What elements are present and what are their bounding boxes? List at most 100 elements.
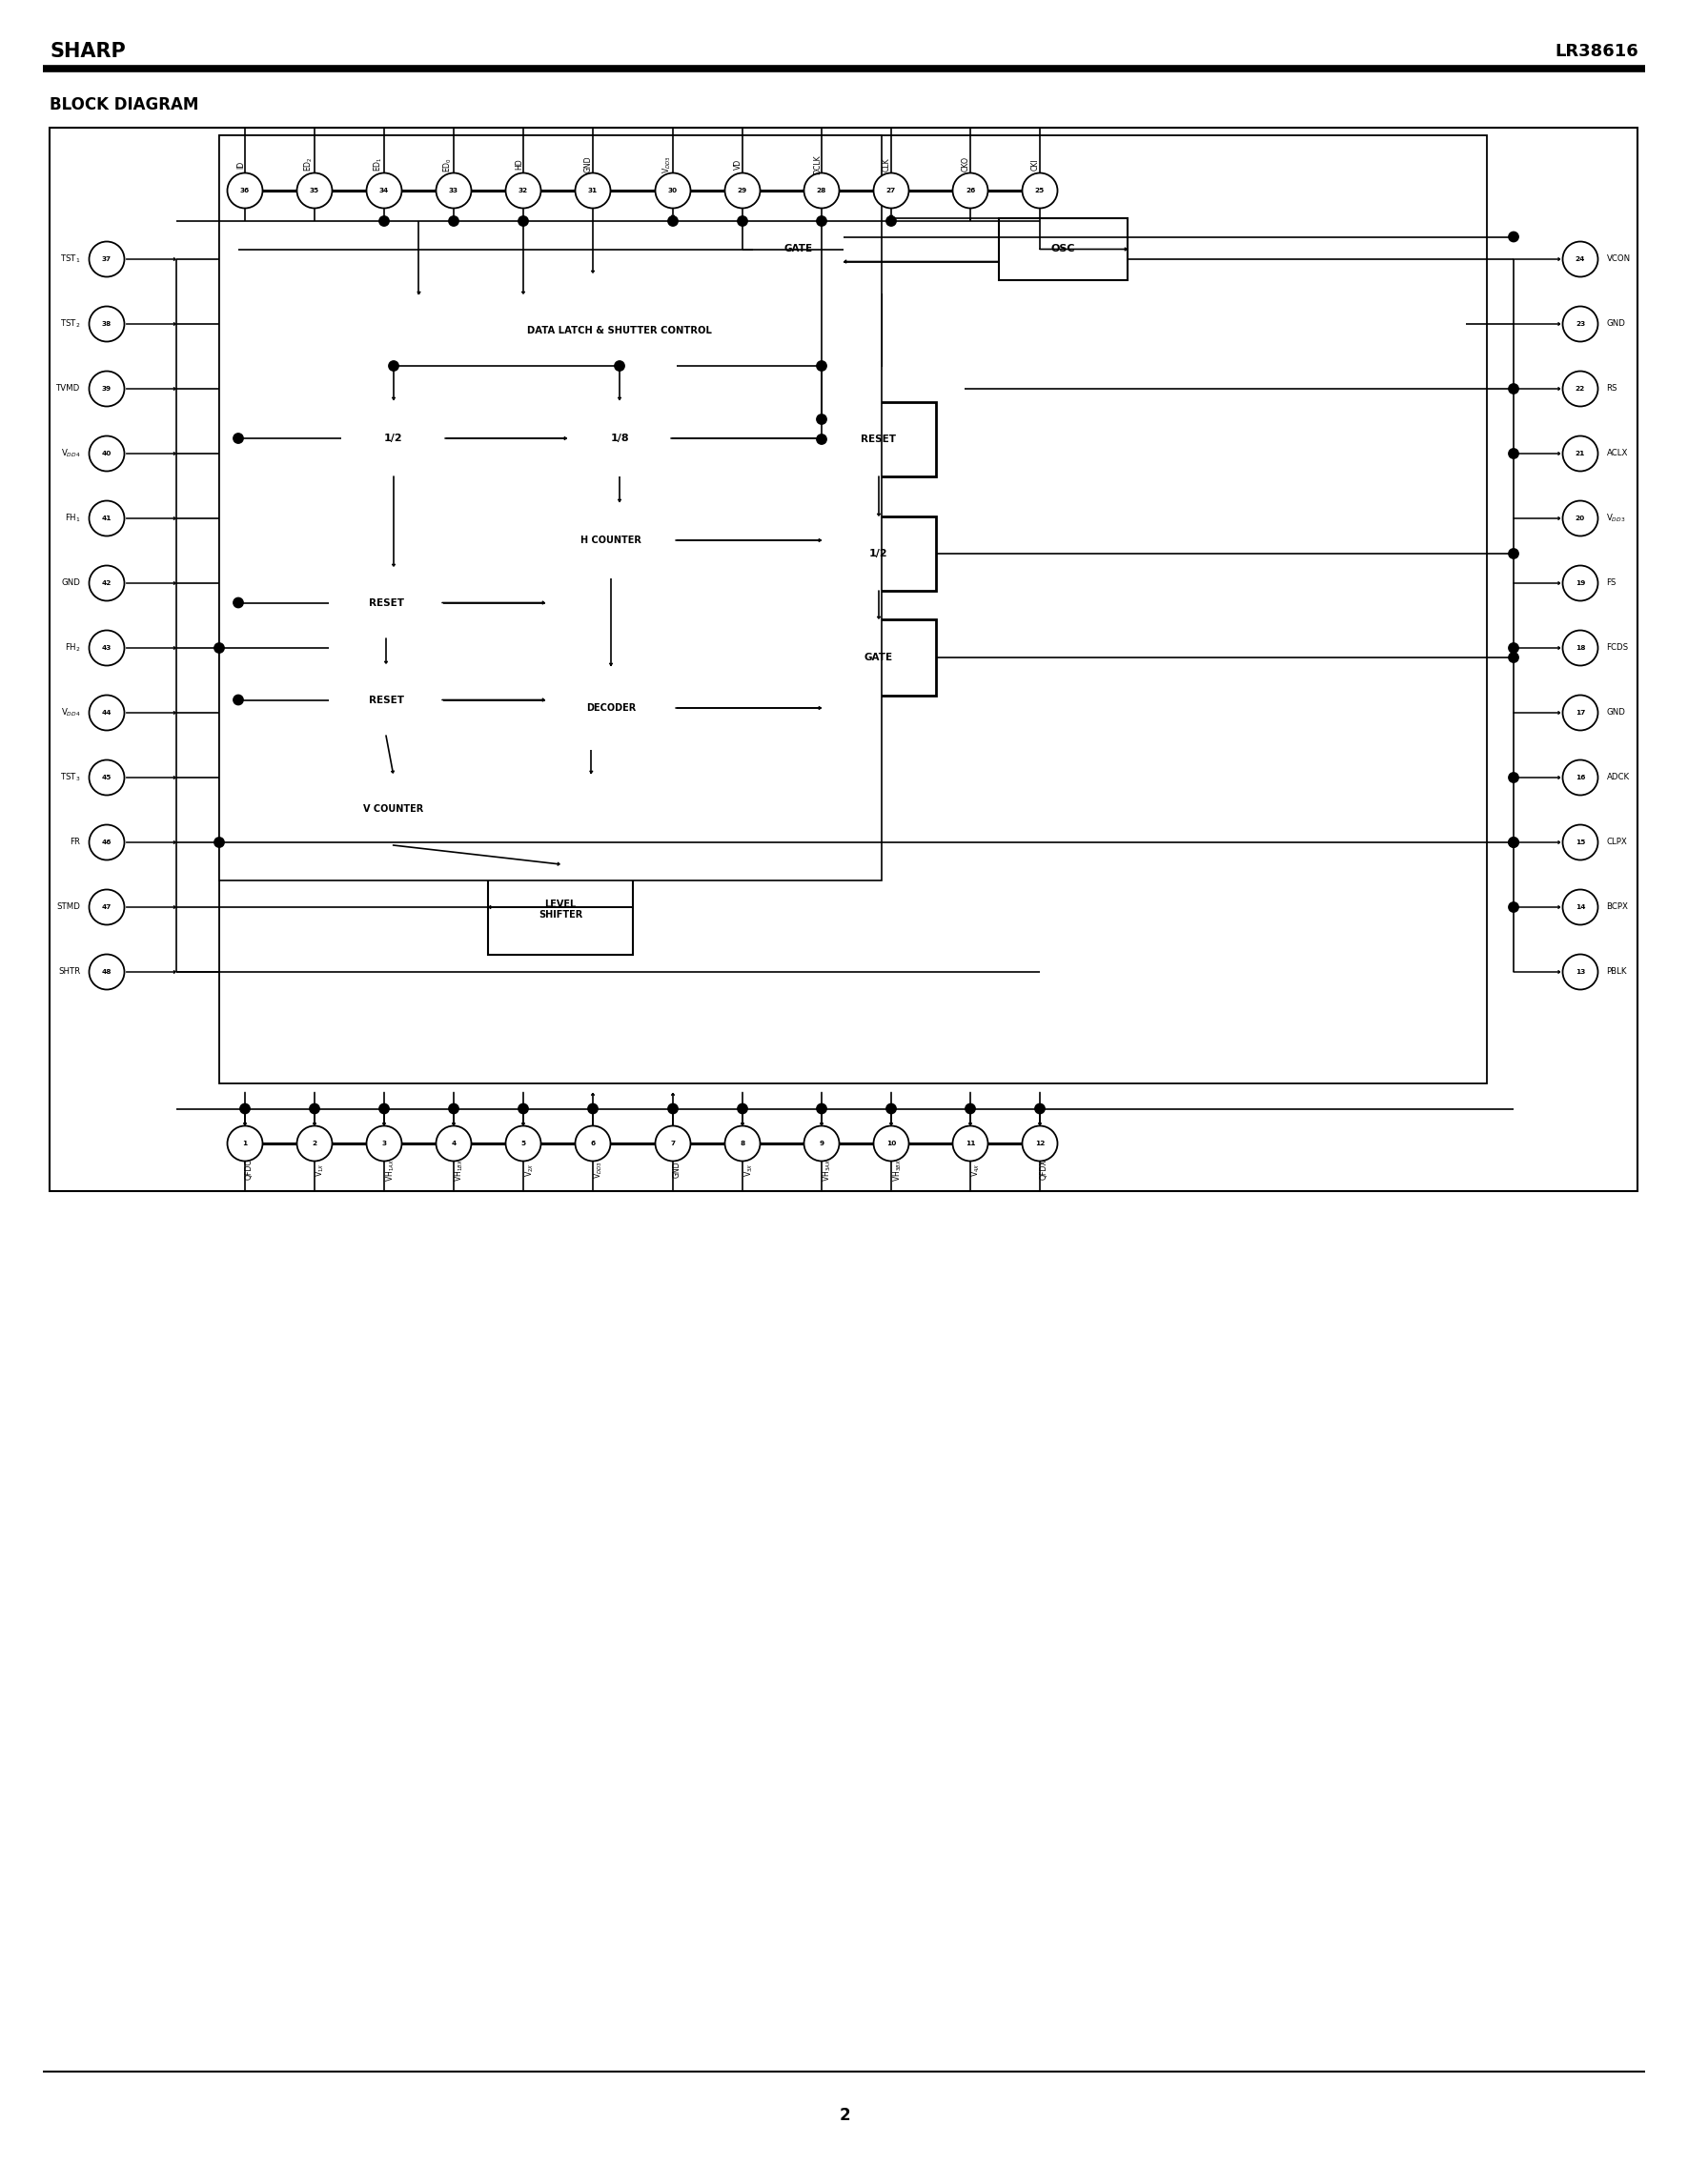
Text: FR: FR <box>71 839 81 847</box>
Circle shape <box>506 1125 540 1162</box>
Circle shape <box>1563 371 1599 406</box>
Text: ACLX: ACLX <box>1607 450 1627 459</box>
Text: ED$_1$: ED$_1$ <box>371 157 385 173</box>
Circle shape <box>668 1103 679 1114</box>
Circle shape <box>874 1125 908 1162</box>
Text: 10: 10 <box>886 1140 896 1147</box>
Circle shape <box>1563 306 1599 341</box>
Text: 1: 1 <box>243 1140 248 1147</box>
Text: SHTR: SHTR <box>59 968 81 976</box>
Text: V$_{3X}$: V$_{3X}$ <box>743 1162 755 1177</box>
Text: HD: HD <box>515 159 523 170</box>
Text: BLOCK DIAGRAM: BLOCK DIAGRAM <box>49 96 199 114</box>
Circle shape <box>89 242 125 277</box>
Circle shape <box>1563 500 1599 535</box>
Circle shape <box>1563 760 1599 795</box>
Circle shape <box>874 173 908 207</box>
Text: V$_{DD4}$: V$_{DD4}$ <box>61 448 81 459</box>
Circle shape <box>817 1103 827 1114</box>
Text: 1/2: 1/2 <box>869 548 888 559</box>
Text: GND: GND <box>584 155 592 173</box>
Text: 25: 25 <box>1035 188 1045 194</box>
Text: ID: ID <box>236 159 245 168</box>
Circle shape <box>1023 173 1057 207</box>
Circle shape <box>449 216 459 225</box>
Text: 46: 46 <box>101 839 111 845</box>
Text: 31: 31 <box>587 188 598 194</box>
Circle shape <box>817 435 827 443</box>
Text: VH$_{3BX}$: VH$_{3BX}$ <box>891 1158 903 1182</box>
Text: 28: 28 <box>817 188 827 194</box>
Text: CKI: CKI <box>1031 159 1040 170</box>
Text: 4: 4 <box>451 1140 456 1147</box>
Circle shape <box>655 1125 690 1162</box>
Text: 2: 2 <box>839 2108 851 2125</box>
Bar <box>219 135 1487 1083</box>
Text: GND: GND <box>1607 708 1626 716</box>
Circle shape <box>297 173 333 207</box>
Circle shape <box>89 500 125 535</box>
Text: BCPX: BCPX <box>1607 902 1629 911</box>
Circle shape <box>655 173 690 207</box>
Circle shape <box>449 1103 459 1114</box>
Text: 44: 44 <box>101 710 111 716</box>
Text: 35: 35 <box>309 188 319 194</box>
Circle shape <box>436 1125 471 1162</box>
Circle shape <box>803 1125 839 1162</box>
Text: 42: 42 <box>101 581 111 585</box>
Circle shape <box>1509 642 1519 653</box>
Circle shape <box>214 642 225 653</box>
Text: 8: 8 <box>739 1140 744 1147</box>
Text: VD: VD <box>734 159 743 170</box>
Circle shape <box>1509 232 1519 242</box>
Circle shape <box>366 1125 402 1162</box>
Circle shape <box>233 432 243 443</box>
Text: OSC: OSC <box>1052 245 1075 253</box>
Text: LEVEL
SHIFTER: LEVEL SHIFTER <box>538 900 582 919</box>
Text: TST$_2$: TST$_2$ <box>61 319 81 330</box>
Text: 18: 18 <box>1575 644 1585 651</box>
Text: VH$_{1BX}$: VH$_{1BX}$ <box>454 1158 466 1182</box>
Text: 19: 19 <box>1575 581 1585 585</box>
Text: 15: 15 <box>1575 839 1585 845</box>
Circle shape <box>1509 836 1519 847</box>
Circle shape <box>228 173 263 207</box>
Text: SHARP: SHARP <box>49 41 125 61</box>
Circle shape <box>233 598 243 607</box>
Circle shape <box>518 216 528 225</box>
Circle shape <box>1509 653 1519 662</box>
Circle shape <box>886 216 896 225</box>
Text: 12: 12 <box>1035 1140 1045 1147</box>
Circle shape <box>380 1103 388 1114</box>
Circle shape <box>576 173 611 207</box>
Bar <box>753 218 844 280</box>
Circle shape <box>1563 889 1599 924</box>
Text: 43: 43 <box>101 644 111 651</box>
Text: 14: 14 <box>1575 904 1585 911</box>
Bar <box>358 295 881 367</box>
Circle shape <box>1509 448 1519 459</box>
Text: VH$_{3AX}$: VH$_{3AX}$ <box>822 1158 834 1182</box>
Text: QFDX: QFDX <box>1040 1160 1048 1179</box>
Circle shape <box>89 695 125 729</box>
Text: RESET: RESET <box>861 435 896 443</box>
Text: 6: 6 <box>591 1140 596 1147</box>
Text: 20: 20 <box>1575 515 1585 522</box>
Text: 34: 34 <box>380 188 388 194</box>
Circle shape <box>366 173 402 207</box>
Text: 47: 47 <box>101 904 111 911</box>
Circle shape <box>89 760 125 795</box>
Text: 3: 3 <box>381 1140 387 1147</box>
Text: CKO: CKO <box>962 157 971 173</box>
Circle shape <box>1563 954 1599 989</box>
Bar <box>545 502 677 579</box>
Circle shape <box>89 566 125 601</box>
Text: ED$_2$: ED$_2$ <box>302 157 314 173</box>
Text: 1/2: 1/2 <box>385 435 403 443</box>
Circle shape <box>1509 384 1519 393</box>
Text: RS: RS <box>1607 384 1617 393</box>
Circle shape <box>1509 836 1519 847</box>
Text: FH$_1$: FH$_1$ <box>64 513 81 524</box>
Text: 27: 27 <box>886 188 896 194</box>
Circle shape <box>89 631 125 666</box>
